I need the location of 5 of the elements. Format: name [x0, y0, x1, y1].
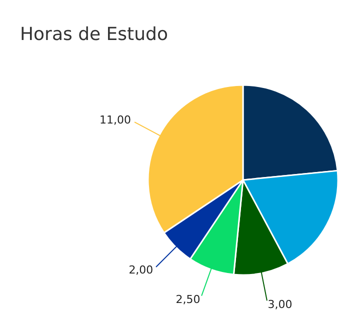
data-label: 3,00 — [268, 298, 292, 312]
data-label: 2,00 — [128, 263, 154, 276]
data-label: 11,00 — [99, 114, 131, 127]
chart-title: Horas de Estudo — [19, 23, 169, 47]
data-label: 2,50 — [176, 293, 200, 306]
